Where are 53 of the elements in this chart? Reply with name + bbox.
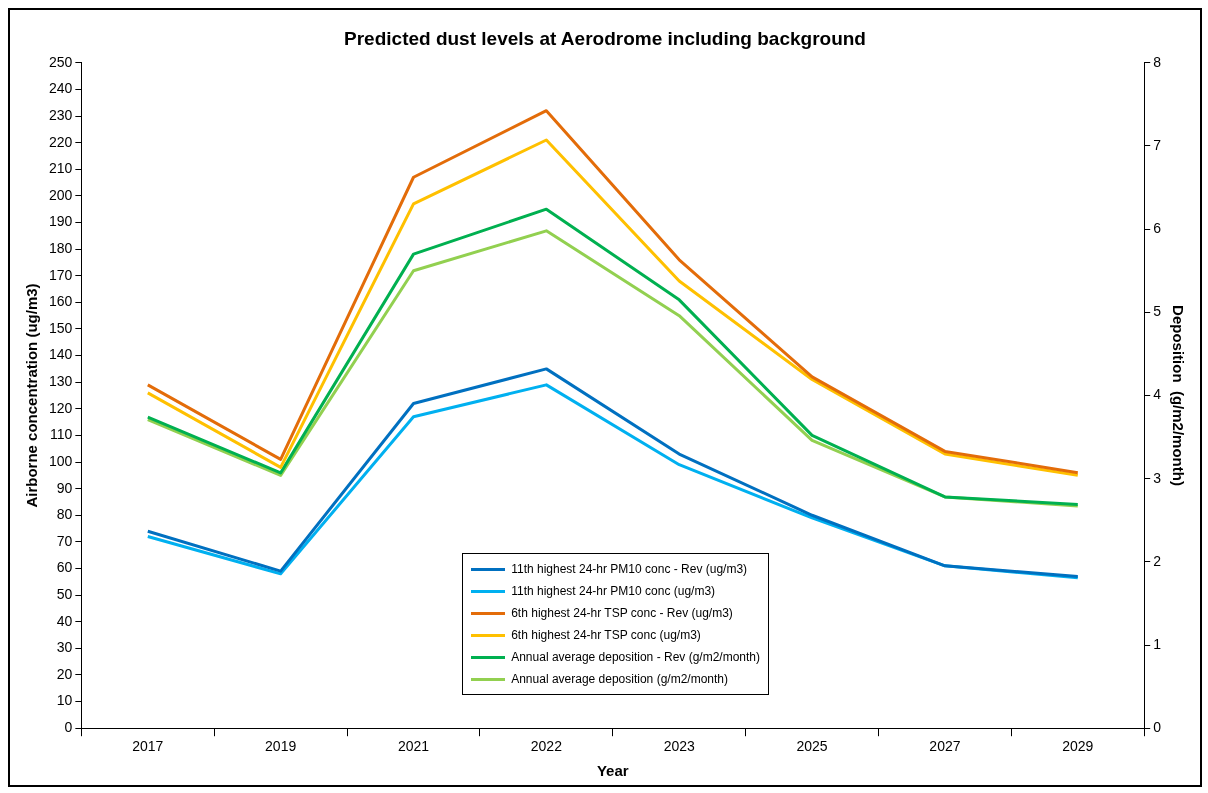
y2-tick-label: 5 — [1153, 303, 1162, 320]
x-tick-label: 2023 — [663, 738, 695, 755]
y-tick-label: 0 — [64, 719, 73, 736]
y-tick-label: 230 — [49, 106, 73, 123]
y-tick-label: 50 — [56, 585, 73, 602]
y-tick-label: 170 — [49, 266, 73, 283]
y-tick-label: 160 — [49, 293, 73, 310]
y-axis-title: Airborne concentration (ug/m3) — [23, 283, 41, 508]
x-tick-label: 2022 — [530, 738, 563, 755]
y-tick-label: 40 — [56, 612, 73, 629]
y-tick-label: 200 — [49, 186, 73, 203]
legend-label: Annual average deposition - Rev (g/m2/month) — [511, 650, 760, 664]
y-tick-label: 110 — [50, 426, 73, 443]
y-tick-label: 120 — [49, 399, 73, 416]
x-axis-title: Year — [596, 762, 629, 780]
legend-label: 11th highest 24-hr PM10 conc - Rev (ug/m3) — [511, 562, 748, 576]
y2-tick-label: 7 — [1153, 136, 1162, 153]
y-tick-label: 60 — [56, 559, 73, 576]
y2-tick-label: 4 — [1153, 386, 1162, 403]
y-tick-label: 20 — [56, 665, 73, 682]
legend-label: 6th highest 24-hr TSP conc - Rev (ug/m3) — [511, 606, 733, 620]
y-tick-label: 250 — [49, 53, 73, 70]
y-tick-label: 240 — [49, 80, 73, 97]
y-tick-label: 100 — [49, 452, 73, 469]
y-tick-label: 210 — [49, 160, 73, 177]
x-tick-label: 2021 — [397, 738, 430, 755]
y2-axis-title: Deposition (g/m2/month) — [1169, 305, 1187, 486]
y-tick-label: 140 — [49, 346, 73, 363]
y-tick-label: 130 — [49, 373, 73, 390]
y2-tick-label: 2 — [1153, 552, 1162, 569]
y2-tick-label: 0 — [1153, 719, 1162, 736]
y-tick-label: 150 — [49, 319, 73, 336]
y2-tick-label: 6 — [1153, 220, 1162, 237]
y2-tick-label: 1 — [1153, 635, 1162, 652]
y2-tick-label: 8 — [1153, 53, 1162, 70]
chart-title: Predicted dust levels at Aerodrome including background — [344, 27, 866, 49]
y-tick-label: 30 — [56, 639, 73, 656]
y-tick-label: 10 — [56, 692, 73, 709]
y-tick-label: 70 — [56, 532, 73, 549]
x-tick-label: 2017 — [132, 738, 164, 755]
y-tick-label: 190 — [49, 213, 73, 230]
y2-tick-label: 3 — [1153, 469, 1162, 486]
y-tick-label: 220 — [49, 133, 73, 150]
legend-label: 11th highest 24-hr PM10 conc (ug/m3) — [511, 584, 716, 598]
x-tick-label: 2027 — [929, 738, 961, 755]
legend-label: 6th highest 24-hr TSP conc (ug/m3) — [511, 628, 701, 642]
legend-label: Annual average deposition (g/m2/month) — [511, 672, 728, 686]
y-tick-label: 80 — [56, 506, 73, 523]
y-tick-label: 90 — [56, 479, 73, 496]
x-tick-label: 2019 — [265, 738, 297, 755]
x-tick-label: 2025 — [796, 738, 828, 755]
x-tick-label: 2029 — [1062, 738, 1094, 755]
y-tick-label: 180 — [49, 239, 73, 256]
